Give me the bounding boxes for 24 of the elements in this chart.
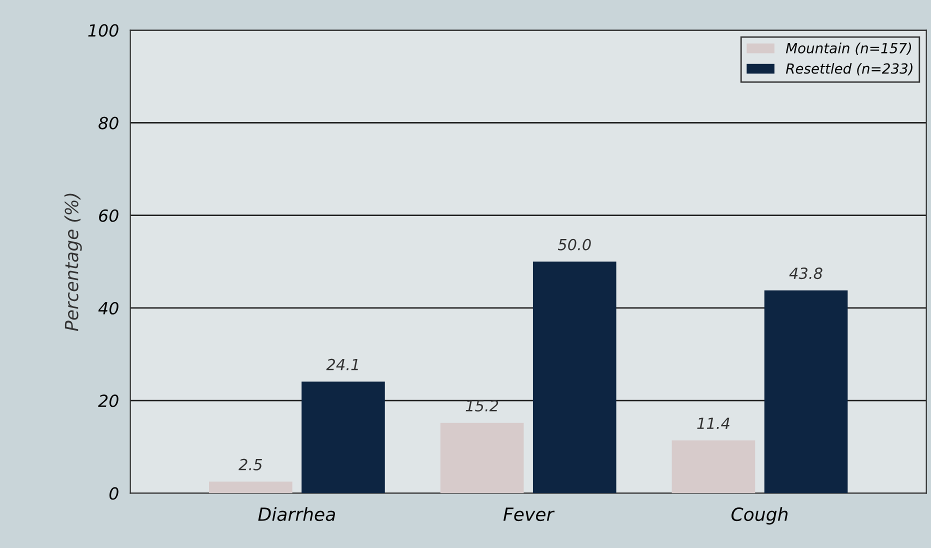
y-tick-label: 20	[98, 394, 118, 408]
data-label: 15.2	[466, 400, 498, 412]
data-label: 2.5	[238, 458, 262, 470]
data-label: 50.0	[558, 238, 591, 250]
bar	[302, 382, 385, 494]
legend-label: Mountain (n=157)	[786, 42, 912, 56]
y-axis-title: Percentage (%)	[64, 194, 82, 331]
y-tick-label: 80	[98, 116, 118, 130]
bar	[209, 482, 292, 494]
x-tick-label: Diarrhea	[258, 507, 335, 522]
data-label: 24.1	[326, 358, 358, 370]
x-tick-label: Fever	[503, 508, 555, 522]
y-tick-label: 60	[99, 209, 118, 222]
bar	[764, 290, 848, 494]
data-label: 11.4	[697, 418, 730, 429]
bar	[440, 422, 524, 494]
y-tick-label: 40	[98, 302, 118, 315]
bar	[532, 262, 616, 494]
y-tick-label: 100	[88, 24, 118, 37]
data-label: 43.8	[789, 268, 822, 280]
x-tick-label: Cough	[731, 507, 788, 525]
legend-label: Resettled (n=233)	[786, 63, 912, 76]
y-tick-label: 0	[109, 487, 118, 500]
bar	[672, 440, 756, 494]
